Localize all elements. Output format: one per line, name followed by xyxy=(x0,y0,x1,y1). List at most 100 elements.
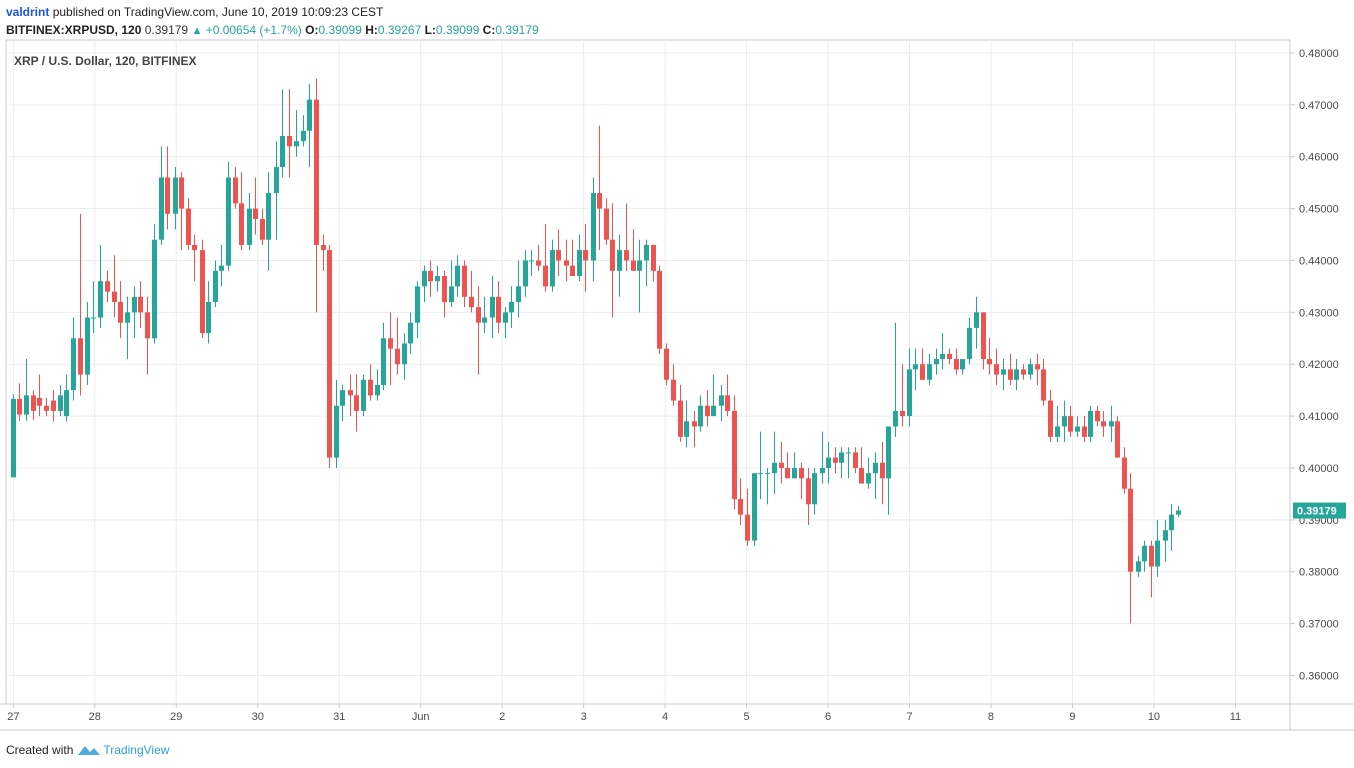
x-tick-label: 8 xyxy=(988,711,994,723)
candle-body xyxy=(604,208,609,240)
candle-body xyxy=(1021,369,1026,375)
x-tick-label: 3 xyxy=(581,711,587,723)
candle-body xyxy=(280,135,285,168)
candle-body xyxy=(1095,410,1100,422)
candle-body xyxy=(422,270,427,287)
candle-body xyxy=(934,359,939,365)
candle-body xyxy=(637,260,642,271)
candle-body xyxy=(469,296,474,308)
candle-body xyxy=(846,452,851,454)
candle-body xyxy=(98,281,103,318)
y-tick-label: 0.46000 xyxy=(1299,152,1339,164)
candle-body xyxy=(314,99,319,245)
author-link[interactable]: valdrint xyxy=(6,5,50,19)
candle-body xyxy=(58,395,63,411)
candle-body xyxy=(564,260,569,266)
candle-body xyxy=(1008,369,1013,380)
candle-body xyxy=(577,250,582,277)
candle-body xyxy=(145,312,150,339)
candle-body xyxy=(226,177,231,266)
candle-body xyxy=(725,395,730,411)
x-tick-label: 10 xyxy=(1148,711,1160,723)
candle-body xyxy=(1149,545,1154,567)
candle-body xyxy=(415,286,420,323)
candle-body xyxy=(570,265,575,277)
y-tick-label: 0.41000 xyxy=(1299,411,1339,423)
candle-body xyxy=(583,250,588,261)
open-value: 0.39099 xyxy=(318,23,362,37)
x-tick-label: Jun xyxy=(412,711,430,723)
candle-body xyxy=(179,177,184,209)
candle-body xyxy=(138,296,143,313)
candle-body xyxy=(44,405,49,411)
candle-body xyxy=(476,307,481,323)
candle-body xyxy=(1088,410,1093,437)
symbol-name: BITFINEX:XRPUSD, 120 xyxy=(6,23,142,37)
candle-body xyxy=(375,384,380,396)
candle-body xyxy=(213,270,218,302)
candle-body xyxy=(287,135,292,147)
candle-body xyxy=(381,338,386,385)
open-label: O: xyxy=(305,23,319,37)
candle-body xyxy=(132,296,137,313)
candle-body xyxy=(368,379,373,396)
candle-body xyxy=(556,250,561,261)
candle-body xyxy=(247,208,252,245)
candle-body xyxy=(664,348,669,380)
chart-title: XRP / U.S. Dollar, 120, BITFINEX xyxy=(14,54,197,68)
x-tick-label: 2 xyxy=(499,711,505,723)
tradingview-brand-link[interactable]: TradingView xyxy=(103,743,170,757)
x-tick-label: 5 xyxy=(744,711,750,723)
candle-body xyxy=(490,296,495,318)
candle-body xyxy=(17,398,22,415)
candle-body xyxy=(239,203,244,245)
y-tick-label: 0.42000 xyxy=(1299,359,1339,371)
candle-body xyxy=(112,291,117,302)
candle-body xyxy=(873,462,878,474)
candle-body xyxy=(657,270,662,349)
candle-body xyxy=(388,338,393,349)
candle-body xyxy=(462,265,467,297)
candle-body xyxy=(266,193,271,240)
x-tick-label: 6 xyxy=(825,711,831,723)
candle-body xyxy=(274,167,279,194)
candle-body xyxy=(529,260,534,262)
y-tick-label: 0.40000 xyxy=(1299,463,1339,475)
candle-body xyxy=(516,286,521,302)
candle-body xyxy=(1115,421,1120,458)
candle-body xyxy=(678,400,683,437)
candle-body xyxy=(253,208,258,219)
candle-body xyxy=(152,239,157,339)
candle-body xyxy=(960,359,965,370)
candle-body xyxy=(1082,426,1087,437)
x-tick-label: 9 xyxy=(1069,711,1075,723)
candle-body xyxy=(1048,400,1053,437)
candle-body xyxy=(1122,457,1127,489)
candle-body xyxy=(340,390,345,406)
close-label: C: xyxy=(482,23,496,37)
candle-body xyxy=(692,421,697,427)
candle-body xyxy=(1155,540,1160,567)
y-tick-label: 0.37000 xyxy=(1299,619,1339,631)
x-tick-label: 27 xyxy=(7,711,19,723)
candle-body xyxy=(940,353,945,360)
candle-body xyxy=(536,260,541,266)
candle-body xyxy=(37,397,42,406)
candle-body xyxy=(758,473,763,475)
candle-body xyxy=(719,395,724,406)
candle-body xyxy=(192,244,197,251)
candle-body xyxy=(482,317,487,323)
plot-area xyxy=(5,39,1291,705)
candle-body xyxy=(920,364,925,380)
candle-body xyxy=(1041,369,1046,401)
candle-body xyxy=(327,250,332,458)
candle-body xyxy=(1128,488,1133,572)
candle-body xyxy=(118,301,123,323)
tradingview-logo-icon xyxy=(78,746,101,755)
candle-body xyxy=(752,473,757,541)
low-value: 0.39099 xyxy=(435,23,480,37)
candle-body xyxy=(91,317,96,319)
candle-body xyxy=(705,405,710,417)
candle-body xyxy=(833,457,838,463)
